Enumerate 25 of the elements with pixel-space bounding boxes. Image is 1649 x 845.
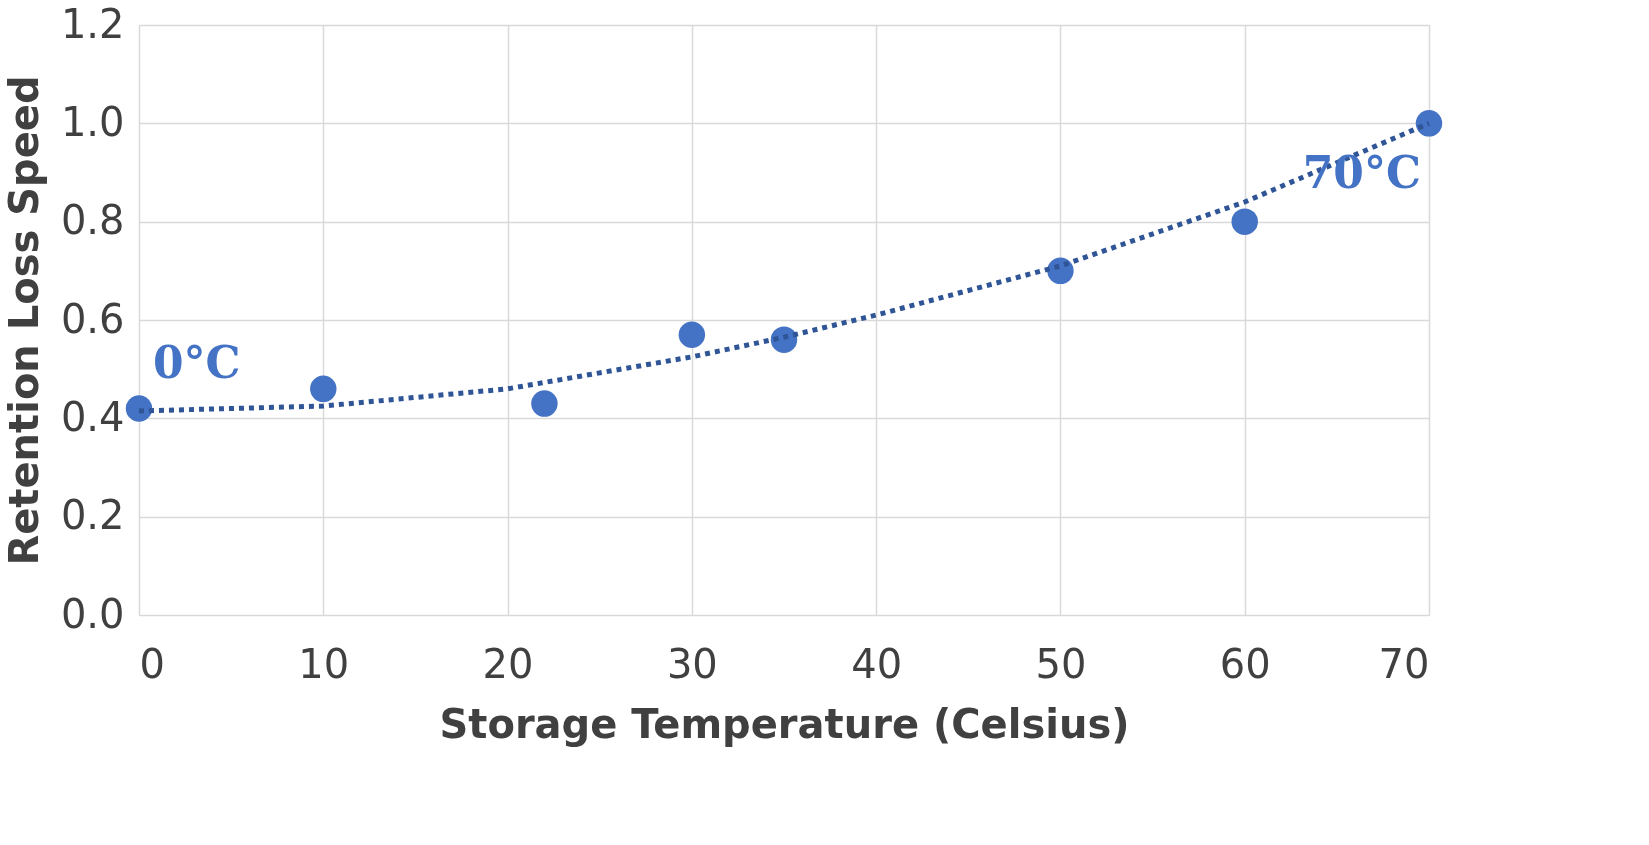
y-tick-label: 0.8	[60, 197, 125, 244]
annotation: 70°C	[1302, 147, 1421, 199]
x-tick-label: 30	[666, 640, 718, 687]
x-tick-label: 10	[298, 640, 350, 687]
x-tick-label: 70	[1378, 640, 1430, 687]
y-tick-label: 0.4	[60, 393, 125, 440]
y-tick-label: 0.0	[60, 590, 125, 637]
y-tick-label: 0.6	[60, 295, 125, 342]
point	[125, 395, 153, 422]
point	[1231, 208, 1258, 235]
point	[678, 321, 706, 348]
annotation: 0°C	[153, 336, 241, 388]
y-tick-label: 1.2	[60, 0, 125, 47]
x-tick-label: 50	[1035, 640, 1087, 687]
x-tick-label: 0	[139, 640, 165, 687]
x-tick-label: 40	[851, 640, 903, 687]
x-tick-label: 20	[482, 640, 534, 687]
y-axis-title: Retention Loss Speed	[0, 75, 47, 566]
x-tick-label: 60	[1219, 640, 1271, 687]
y-tick-label: 1.0	[60, 98, 125, 145]
y-tick-label: 0.2	[60, 492, 125, 539]
x-axis-title: Storage Temperature (Celsius)	[439, 700, 1130, 747]
point	[310, 375, 337, 403]
point	[1415, 110, 1443, 137]
point	[531, 390, 558, 417]
